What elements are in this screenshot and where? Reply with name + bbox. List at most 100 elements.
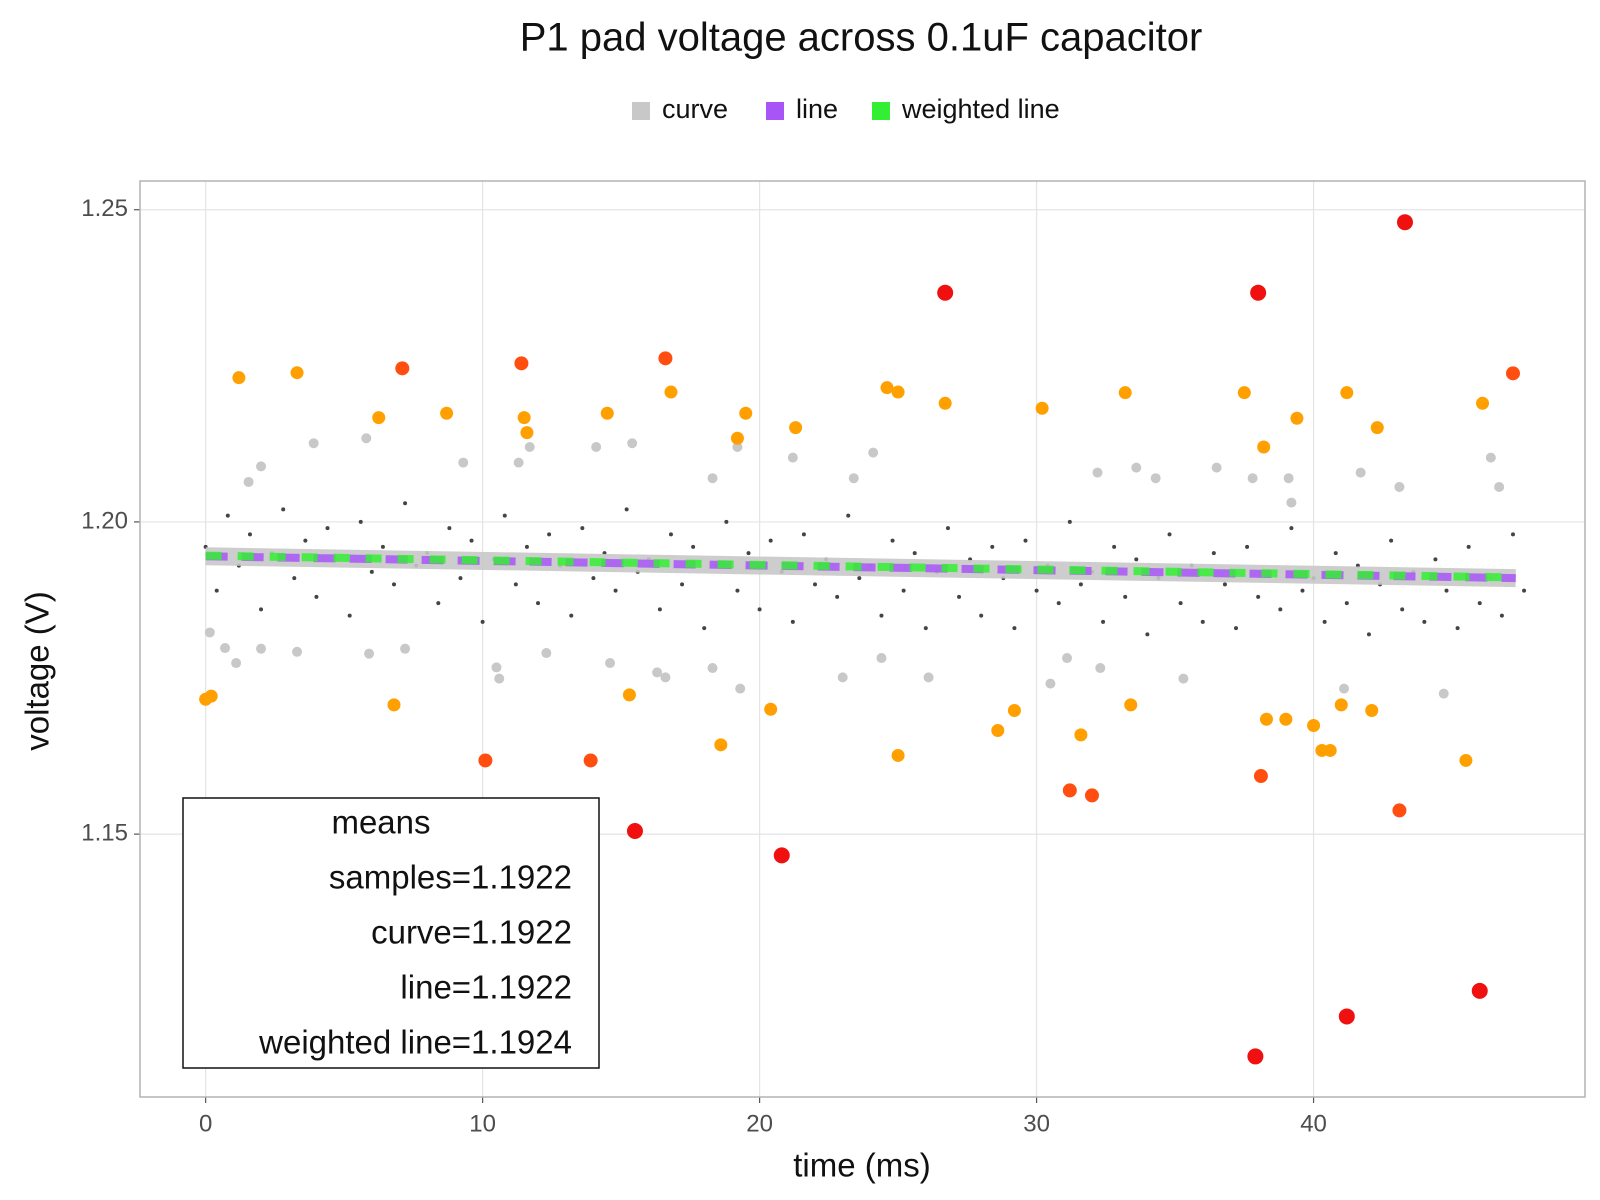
point (364, 648, 375, 659)
legend-label: curve (662, 94, 728, 124)
point (660, 672, 671, 683)
point (1433, 557, 1438, 562)
point (1477, 601, 1482, 606)
point (691, 544, 696, 549)
point (1134, 557, 1139, 562)
point (436, 601, 441, 606)
point (403, 501, 408, 506)
point (1257, 440, 1271, 454)
point (372, 411, 386, 425)
point (835, 594, 840, 599)
point (347, 613, 352, 618)
point (1237, 386, 1251, 400)
point (1510, 532, 1515, 537)
y-tick-label: 1.15 (81, 819, 128, 846)
point (622, 688, 636, 702)
point (1145, 632, 1150, 637)
point (1396, 214, 1413, 231)
point (232, 371, 246, 385)
point (1150, 473, 1161, 484)
point (764, 702, 778, 716)
legend-label: line (796, 94, 838, 124)
point (580, 526, 585, 531)
point (626, 823, 643, 840)
x-tick-label: 30 (1023, 1110, 1050, 1137)
x-tick-label: 40 (1300, 1110, 1327, 1137)
annotation-line: samples=1.1922 (329, 859, 572, 896)
point (1499, 613, 1504, 618)
annotation-title: means (331, 804, 430, 841)
point (1259, 712, 1273, 726)
point (1124, 698, 1138, 712)
legend-swatch (632, 102, 650, 120)
point (247, 532, 252, 537)
y-tick-label: 1.25 (81, 195, 128, 222)
point (868, 447, 879, 458)
point (583, 753, 598, 768)
point (890, 538, 895, 543)
point (937, 284, 954, 301)
point (314, 594, 319, 599)
point (1112, 544, 1117, 549)
point (513, 582, 518, 587)
chart-title: P1 pad voltage across 0.1uF capacitor (520, 16, 1203, 60)
point (848, 473, 859, 484)
point (1167, 532, 1172, 537)
point (259, 607, 264, 612)
point (547, 532, 552, 537)
point (901, 588, 906, 593)
point (502, 513, 507, 518)
point (1247, 473, 1258, 484)
point (789, 421, 803, 435)
point (1476, 396, 1490, 410)
point (290, 366, 304, 380)
point (1012, 626, 1017, 631)
point (520, 426, 534, 440)
x-tick-label: 10 (469, 1110, 496, 1137)
point (773, 847, 790, 864)
point (591, 576, 596, 581)
point (1035, 401, 1049, 415)
point (469, 538, 474, 543)
point (1062, 783, 1077, 798)
point (1222, 582, 1227, 587)
point (1322, 619, 1327, 624)
point (1455, 626, 1460, 631)
point (1365, 703, 1379, 717)
point (1323, 743, 1337, 757)
point (812, 582, 817, 587)
point (1023, 538, 1028, 543)
x-tick-label: 0 (199, 1110, 212, 1137)
point (1131, 462, 1142, 473)
point (787, 452, 798, 463)
legend-swatch (872, 102, 890, 120)
point (524, 441, 535, 452)
point (1062, 653, 1073, 664)
point (513, 457, 524, 468)
point (395, 361, 410, 376)
point (1092, 467, 1103, 478)
point (225, 513, 230, 518)
point (292, 646, 303, 657)
point (768, 538, 773, 543)
point (1355, 467, 1366, 478)
point (541, 648, 552, 659)
point (1466, 544, 1471, 549)
point (912, 551, 917, 556)
point (923, 626, 928, 631)
point (1400, 607, 1405, 612)
point (957, 594, 962, 599)
y-axis-title: voltage (V) (19, 591, 56, 751)
point (387, 698, 401, 712)
legend-swatch (766, 102, 784, 120)
point (325, 526, 330, 531)
point (1422, 619, 1427, 624)
point (857, 576, 862, 581)
point (657, 607, 662, 612)
point (1045, 678, 1056, 689)
point (730, 431, 744, 445)
point (1344, 601, 1349, 606)
point (1471, 982, 1488, 999)
